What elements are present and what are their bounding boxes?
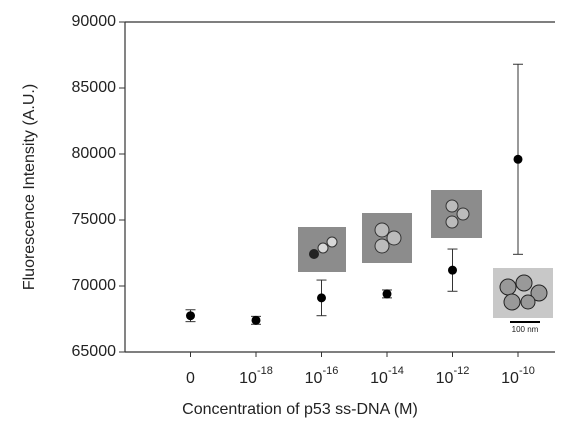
x-tick-label: 10-10 xyxy=(501,365,535,387)
tick-base: 10 xyxy=(305,370,323,387)
x-tick-label: 0 xyxy=(186,370,195,387)
scale-bar-label: 100 nm xyxy=(512,325,539,334)
y-tick-label: 70000 xyxy=(72,277,117,294)
data-point xyxy=(382,289,392,299)
tick-exponent: -12 xyxy=(453,365,469,377)
tem-inset xyxy=(493,268,553,323)
y-tick-label: 65000 xyxy=(72,343,117,360)
tem-inset xyxy=(298,227,346,272)
y-axis-label: Fluorescence Intensity (A.U.) xyxy=(21,84,38,290)
data-point xyxy=(448,265,457,275)
tem-inset xyxy=(431,190,482,238)
y-tick-label: 85000 xyxy=(72,79,117,96)
data-point xyxy=(513,154,523,164)
data-point xyxy=(251,315,261,325)
tick-exponent: -16 xyxy=(322,365,338,377)
tick-exponent: -10 xyxy=(519,365,535,377)
tem-inset xyxy=(362,213,412,263)
tick-exponent: -14 xyxy=(388,365,404,377)
data-point xyxy=(317,293,326,303)
x-tick-label: 10-16 xyxy=(305,365,339,387)
x-axis-label: Concentration of p53 ss-DNA (M) xyxy=(182,401,418,418)
tick-base: 10 xyxy=(239,370,257,387)
x-tick-label: 10-14 xyxy=(370,365,404,387)
y-tick-label: 75000 xyxy=(72,211,117,228)
y-tick-label: 80000 xyxy=(72,145,117,162)
x-tick-label: 10-18 xyxy=(239,365,273,387)
tick-exponent: -18 xyxy=(257,365,273,377)
tick-base: 10 xyxy=(436,370,454,387)
tick-base: 10 xyxy=(501,370,519,387)
x-tick-label: 10-12 xyxy=(436,365,470,387)
data-point xyxy=(186,311,195,321)
y-tick-label: 90000 xyxy=(72,13,117,30)
tick-base: 10 xyxy=(370,370,388,387)
